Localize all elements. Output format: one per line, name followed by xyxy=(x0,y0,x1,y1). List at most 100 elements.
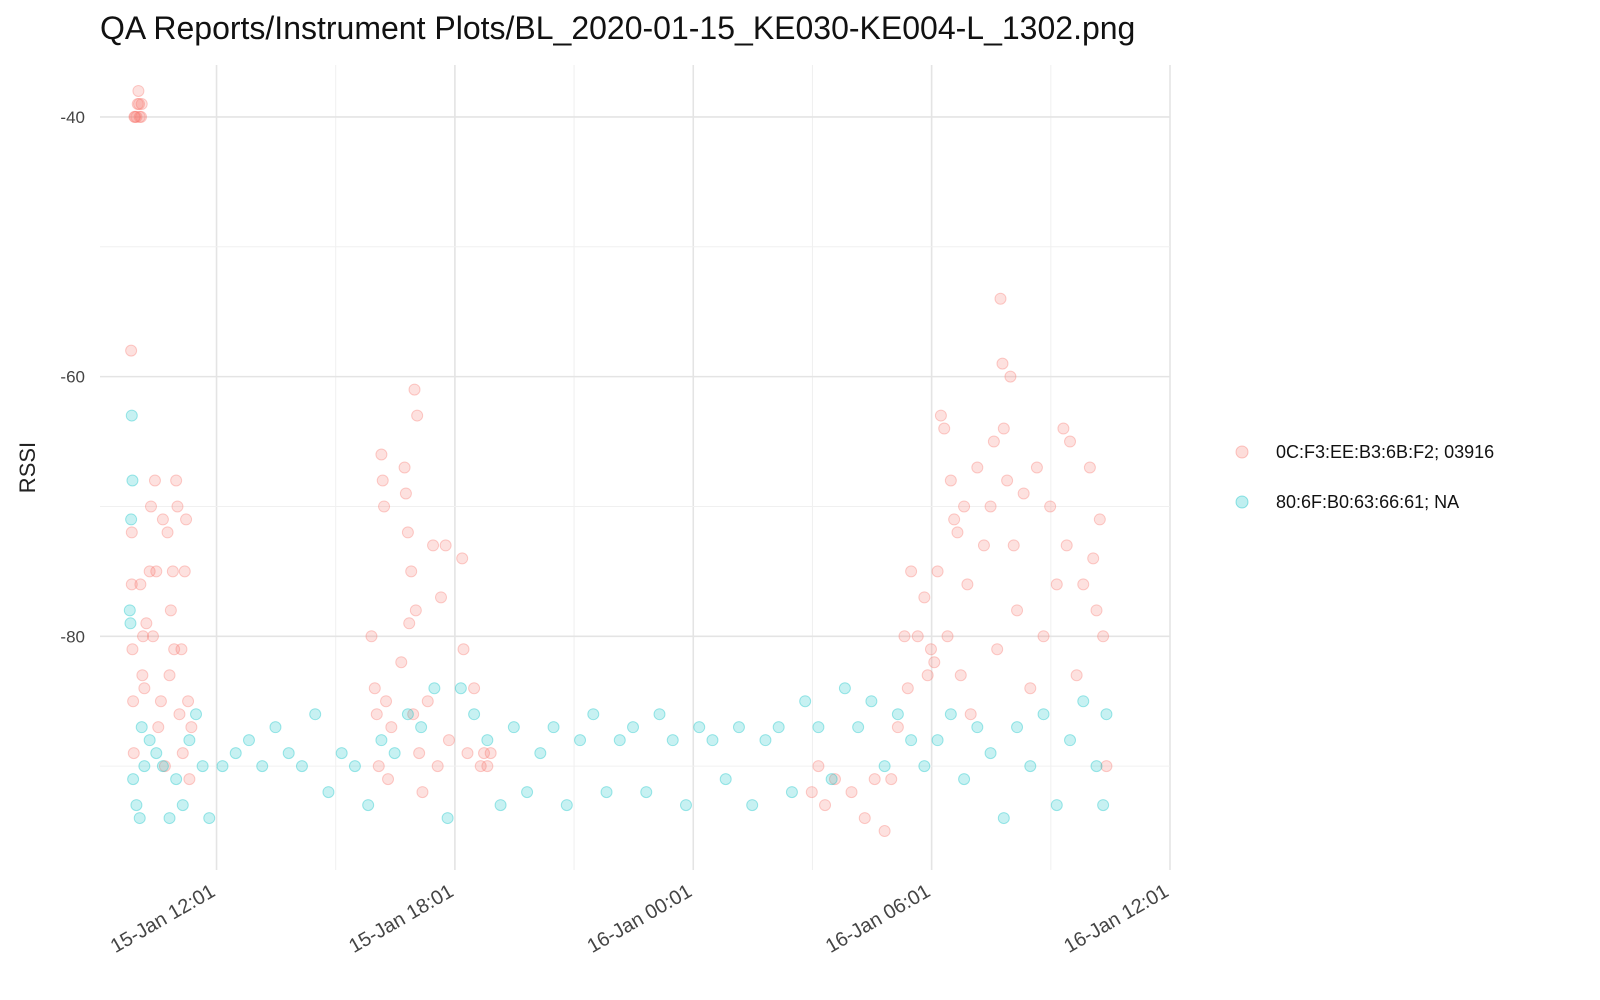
data-point-series-1 xyxy=(1064,435,1077,448)
data-point-series-1 xyxy=(178,565,191,578)
data-point-series-2 xyxy=(282,747,295,760)
data-point-series-1 xyxy=(398,461,411,474)
data-point-series-1 xyxy=(991,643,1004,656)
legend-label: 80:6F:B0:63:66:61; NA xyxy=(1276,492,1459,512)
data-point-series-1 xyxy=(125,344,138,357)
data-point-series-2 xyxy=(732,721,745,734)
y-tick-label: -80 xyxy=(60,627,85,646)
data-point-series-1 xyxy=(382,773,395,786)
legend-key xyxy=(1235,495,1249,509)
data-point-series-1 xyxy=(154,695,167,708)
data-point-series-1 xyxy=(409,604,422,617)
data-point-series-1 xyxy=(127,747,140,760)
data-point-series-2 xyxy=(971,721,984,734)
data-point-series-1 xyxy=(407,708,420,721)
data-point-series-2 xyxy=(388,747,401,760)
data-point-series-1 xyxy=(163,669,176,682)
data-point-series-1 xyxy=(385,721,398,734)
data-point-series-2 xyxy=(1064,734,1077,747)
data-point-series-1 xyxy=(1011,604,1024,617)
data-point-series-2 xyxy=(138,760,151,773)
data-point-series-1 xyxy=(1024,682,1037,695)
data-point-series-1 xyxy=(484,747,497,760)
data-point-series-2 xyxy=(719,773,732,786)
data-point-series-1 xyxy=(395,656,408,669)
data-point-series-2 xyxy=(1090,760,1103,773)
data-point-series-1 xyxy=(878,825,891,838)
data-point-series-2 xyxy=(335,747,348,760)
data-point-series-1 xyxy=(1070,669,1083,682)
data-point-series-2 xyxy=(785,786,798,799)
data-point-series-2 xyxy=(627,721,640,734)
data-point-series-2 xyxy=(838,682,851,695)
x-tick-label: 16-Jan 06:01 xyxy=(822,880,934,957)
data-point-series-2 xyxy=(415,721,428,734)
data-point-series-1 xyxy=(405,565,418,578)
data-point-series-1 xyxy=(137,630,150,643)
data-point-series-1 xyxy=(427,539,440,552)
data-point-series-1 xyxy=(140,617,153,630)
data-point-series-2 xyxy=(441,812,454,825)
data-point-series-1 xyxy=(1001,474,1014,487)
data-point-series-1 xyxy=(1083,461,1096,474)
data-point-series-1 xyxy=(136,669,149,682)
data-point-series-2 xyxy=(521,786,534,799)
data-point-series-1 xyxy=(964,708,977,721)
data-point-series-1 xyxy=(928,656,941,669)
data-point-series-2 xyxy=(203,812,216,825)
data-point-series-2 xyxy=(176,799,189,812)
data-point-series-1 xyxy=(457,643,470,656)
data-point-series-1 xyxy=(434,591,447,604)
data-point-series-1 xyxy=(431,760,444,773)
data-point-series-1 xyxy=(905,565,918,578)
data-point-series-1 xyxy=(156,513,169,526)
data-point-series-1 xyxy=(171,500,184,513)
data-point-series-2 xyxy=(746,799,759,812)
data-point-series-2 xyxy=(494,799,507,812)
x-tick-label: 15-Jan 12:01 xyxy=(107,880,219,957)
data-point-series-1 xyxy=(421,695,434,708)
data-point-series-2 xyxy=(454,682,467,695)
grid xyxy=(100,65,1171,870)
data-point-series-1 xyxy=(481,760,494,773)
data-point-series-2 xyxy=(428,682,441,695)
data-points xyxy=(123,84,1113,838)
data-point-series-2 xyxy=(196,760,209,773)
data-point-series-1 xyxy=(380,695,393,708)
data-point-series-1 xyxy=(127,695,140,708)
data-point-series-2 xyxy=(958,773,971,786)
data-point-series-1 xyxy=(1044,500,1057,513)
data-point-series-2 xyxy=(295,760,308,773)
data-point-series-2 xyxy=(125,513,138,526)
data-point-series-1 xyxy=(994,292,1007,305)
data-point-series-1 xyxy=(403,617,416,630)
data-point-series-1 xyxy=(183,773,196,786)
data-point-series-1 xyxy=(812,760,825,773)
data-point-series-2 xyxy=(560,799,573,812)
data-point-series-1 xyxy=(911,630,924,643)
data-point-series-1 xyxy=(150,565,163,578)
legend: 0C:F3:EE:B3:6B:F2; 03916 80:6F:B0:63:66:6… xyxy=(1235,442,1494,512)
y-tick-label: -60 xyxy=(60,368,85,387)
data-point-series-1 xyxy=(144,500,157,513)
data-point-series-2 xyxy=(481,734,494,747)
data-point-series-1 xyxy=(845,786,858,799)
y-tick-label: -40 xyxy=(60,108,85,127)
data-point-series-1 xyxy=(170,474,183,487)
data-point-series-1 xyxy=(1057,422,1070,435)
data-point-series-1 xyxy=(478,747,491,760)
data-point-series-2 xyxy=(1037,708,1050,721)
data-point-series-1 xyxy=(128,110,141,123)
data-point-series-1 xyxy=(1093,513,1106,526)
data-point-series-1 xyxy=(921,669,934,682)
data-point-series-1 xyxy=(168,643,181,656)
data-point-series-1 xyxy=(368,682,381,695)
data-point-series-2 xyxy=(812,721,825,734)
data-point-series-1 xyxy=(129,110,142,123)
data-point-series-2 xyxy=(309,708,322,721)
data-point-series-1 xyxy=(370,708,383,721)
data-point-series-1 xyxy=(456,552,469,565)
data-point-series-1 xyxy=(378,500,391,513)
data-point-series-2 xyxy=(130,799,143,812)
data-point-series-2 xyxy=(216,760,229,773)
